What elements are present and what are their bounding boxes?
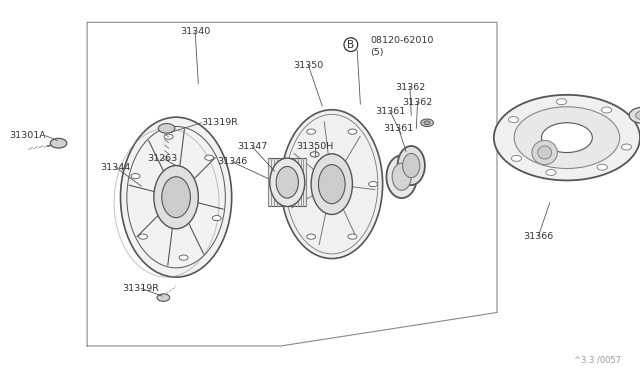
Circle shape [629,107,640,124]
Circle shape [131,174,140,179]
Circle shape [179,255,188,260]
Text: 31301A: 31301A [9,131,46,140]
Circle shape [621,144,632,150]
Circle shape [158,124,175,133]
Ellipse shape [392,163,412,190]
Ellipse shape [403,154,420,178]
Circle shape [556,99,566,105]
Circle shape [369,182,378,187]
Text: 31347: 31347 [237,142,268,151]
Text: 31366: 31366 [523,232,554,241]
Circle shape [424,121,430,125]
FancyBboxPatch shape [268,158,307,206]
Circle shape [511,155,522,161]
Text: 31361: 31361 [375,107,405,116]
Circle shape [508,117,518,123]
Text: B: B [348,40,355,49]
Ellipse shape [276,167,298,198]
Text: ^3.3 /0057: ^3.3 /0057 [574,356,621,365]
Circle shape [205,155,214,160]
Text: 31346: 31346 [217,157,247,166]
Ellipse shape [532,140,557,164]
Ellipse shape [120,117,232,277]
Ellipse shape [397,146,425,185]
Circle shape [307,129,316,134]
Ellipse shape [154,166,198,229]
Circle shape [164,134,173,140]
Circle shape [494,95,640,180]
Text: 31344: 31344 [100,163,131,172]
Text: 31350: 31350 [293,61,323,70]
Text: (5): (5) [370,48,383,57]
Circle shape [348,234,357,239]
Ellipse shape [162,177,190,218]
Circle shape [286,182,295,187]
Circle shape [307,234,316,239]
Ellipse shape [387,155,417,198]
Text: 31319R: 31319R [202,118,238,127]
Ellipse shape [281,110,383,259]
Text: 31319R: 31319R [123,284,159,293]
Text: 31340: 31340 [180,27,211,36]
Ellipse shape [270,158,305,206]
Text: 08120-62010: 08120-62010 [370,36,433,45]
Circle shape [546,170,556,176]
Ellipse shape [319,164,345,204]
Circle shape [514,107,620,169]
Circle shape [602,107,612,113]
Text: 31263: 31263 [147,154,177,163]
Circle shape [541,123,593,153]
Ellipse shape [311,154,353,214]
Circle shape [51,138,67,148]
Circle shape [597,164,607,170]
Circle shape [138,234,147,239]
Text: 31350H: 31350H [296,142,333,151]
Circle shape [212,215,221,221]
Text: 31362: 31362 [403,98,433,107]
Circle shape [348,129,357,134]
Text: 31362: 31362 [395,83,425,92]
Ellipse shape [538,146,552,159]
Text: 31361: 31361 [383,124,413,133]
Circle shape [636,111,640,120]
Circle shape [420,119,433,126]
Circle shape [157,294,170,301]
